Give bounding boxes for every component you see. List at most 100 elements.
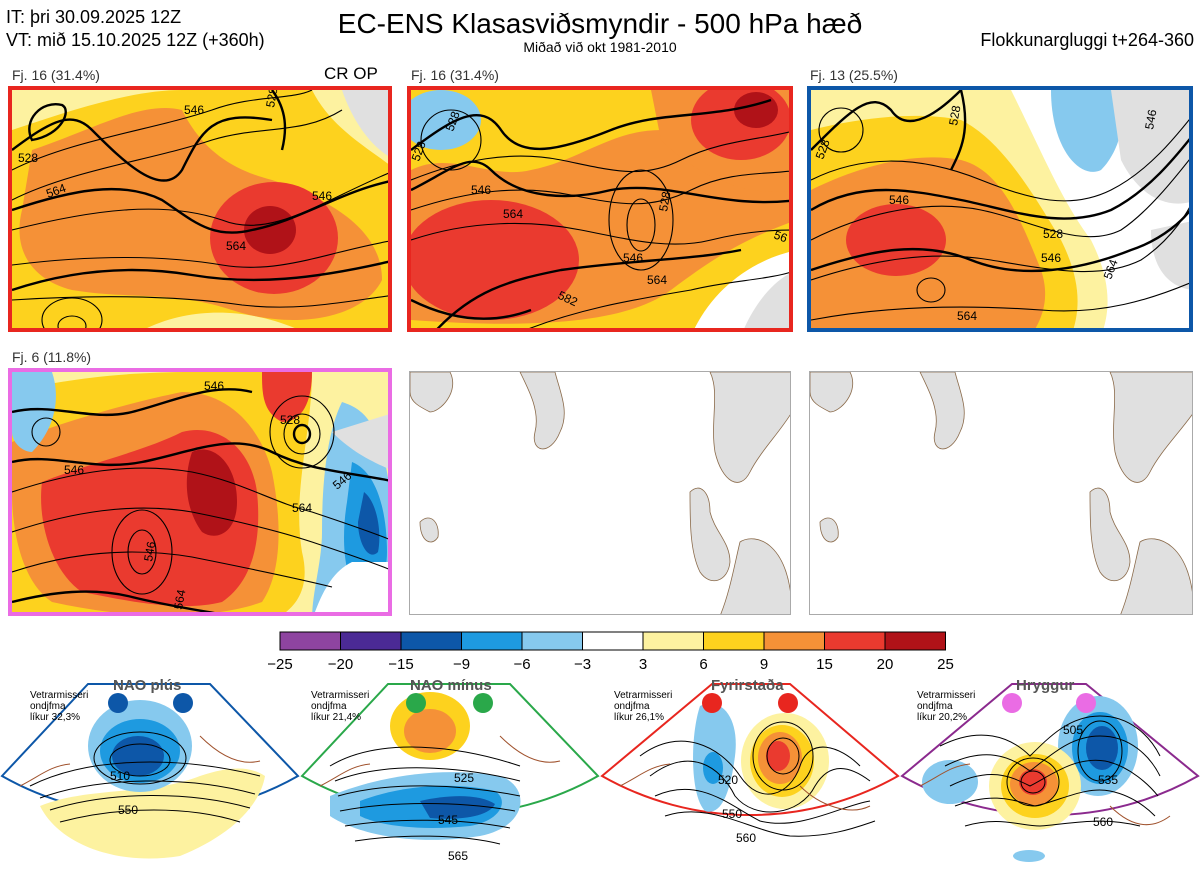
contour-label: 535 [1098,773,1118,787]
land [1111,90,1189,204]
contour-line [608,169,674,271]
contour-line [752,721,814,791]
contour-label: 546 [623,251,643,265]
regime-inset-blocking: Fyrirstaða Vetrarmisseri ondjfma líkur 2… [600,677,900,845]
contour-line [93,731,187,785]
contour-label: 528 [263,90,280,109]
colorbar-tick-label: 15 [816,656,833,673]
regime-inset-ridge: Hryggur Vetrarmisseri ondjfma líkur 20,2… [900,677,1200,862]
contour-line [12,109,343,201]
regime-months: ondjfma [30,701,66,712]
contour-label: 564 [647,273,667,287]
land [419,517,439,543]
contour-line [12,172,388,231]
contour-label: 560 [1093,815,1113,829]
contour-line [12,240,388,268]
contour-line [766,737,800,775]
contour-line [818,107,864,153]
contour-line [337,785,521,797]
contour-label: 546 [1142,108,1159,130]
contour-label: 564 [171,588,188,610]
colorbar-tick-label: −25 [267,656,292,673]
contour-line [811,282,1189,321]
anomaly-field [922,760,978,804]
anomaly-field [244,206,296,254]
regime-marker-dot [1002,693,1022,713]
contour-label: 564 [44,181,68,201]
contour-label: 546 [312,189,332,203]
contour-line-major [811,138,1189,220]
anomaly-field [411,90,481,150]
contour-line [411,170,789,211]
land [744,273,789,328]
contour-line [529,272,789,328]
contour-label: 564 [292,501,312,515]
contour-line-major [811,90,962,151]
colorbar-tick-label: 20 [877,656,894,673]
contour-line-major [12,590,215,612]
contour-label: 546 [471,183,491,197]
contour-label: 528 [946,104,963,126]
cluster-map-3: 528 528 546 546 528 546 564 564 [807,86,1193,332]
anomaly-field [846,204,946,276]
contour-line [109,743,171,777]
anomaly-field [40,768,265,859]
contour-line [811,159,1189,241]
contour-line-major [949,90,967,171]
contour-label: 546 [64,463,84,477]
contour-line [31,417,61,447]
contour-line [59,809,241,823]
contour-line-major [271,90,287,151]
regime-probability: líkur 20,2% [917,712,967,723]
colorbar-bin [279,631,341,651]
contour-line [269,395,335,469]
colorbar-bin [884,631,946,651]
contour-line [127,529,157,575]
regime-season: Vetrarmisseri [311,690,369,701]
contour-label: 564 [503,207,523,221]
valid-time: VT: mið 15.10.2025 12Z (+360h) [6,30,265,50]
contour-line [916,277,946,303]
regime-probability: líkur 26,1% [614,712,664,723]
colorbar-bin [642,631,704,651]
land [519,372,565,450]
page-subtitle: Miðað við okt 1981-2010 [523,39,677,55]
land [689,487,731,582]
colorbar-tick-label: −20 [328,656,353,673]
panel-4-caption: Fj. 6 (11.8%) [12,349,92,365]
contour-line [964,820,1141,827]
anomaly-field [12,372,56,452]
land [819,517,839,543]
contour-line-major [411,160,789,204]
anomaly-field [411,200,579,320]
contour-line [939,715,1161,757]
panel-1-caption: Fj. 16 (31.4%) [12,67,100,83]
anomaly-field [420,796,495,819]
contour-label: 545 [438,813,458,827]
cluster-map-4-plot: 546 528 546 546 564 546 564 [12,372,388,612]
colorbar-tick-label: −9 [453,656,470,673]
contour-label: 564 [957,309,977,323]
contour-line [654,788,871,824]
regime-inset-nao-minus: NAO mínus Vetrarmisseri ondjfma líkur 21… [300,677,600,863]
colorbar-bin [461,631,523,651]
contour-line [949,759,1159,797]
anomaly-field [703,752,723,784]
land [1089,487,1131,582]
contour-line [944,735,1161,777]
regime-season: Vetrarmisseri [614,690,672,701]
contour-line [411,222,789,245]
anomaly-field [404,709,456,753]
contour-label: 520 [718,773,738,787]
contour-line [639,740,861,795]
contour-line [1077,720,1123,782]
contour-line [329,746,521,767]
regime-marker-dot [702,693,722,713]
regime-inset-nao-plus: NAO plús Vetrarmisseri ondjfma líkur 32,… [0,677,300,859]
contour-label: 546 [204,379,224,393]
empty-map-2-plot [810,372,1192,614]
cluster-map-1-plot: 546 528 528 564 546 564 [12,90,388,328]
land [919,372,965,450]
empty-map-2 [809,371,1193,615]
regime-probability: líkur 32,3% [30,712,80,723]
